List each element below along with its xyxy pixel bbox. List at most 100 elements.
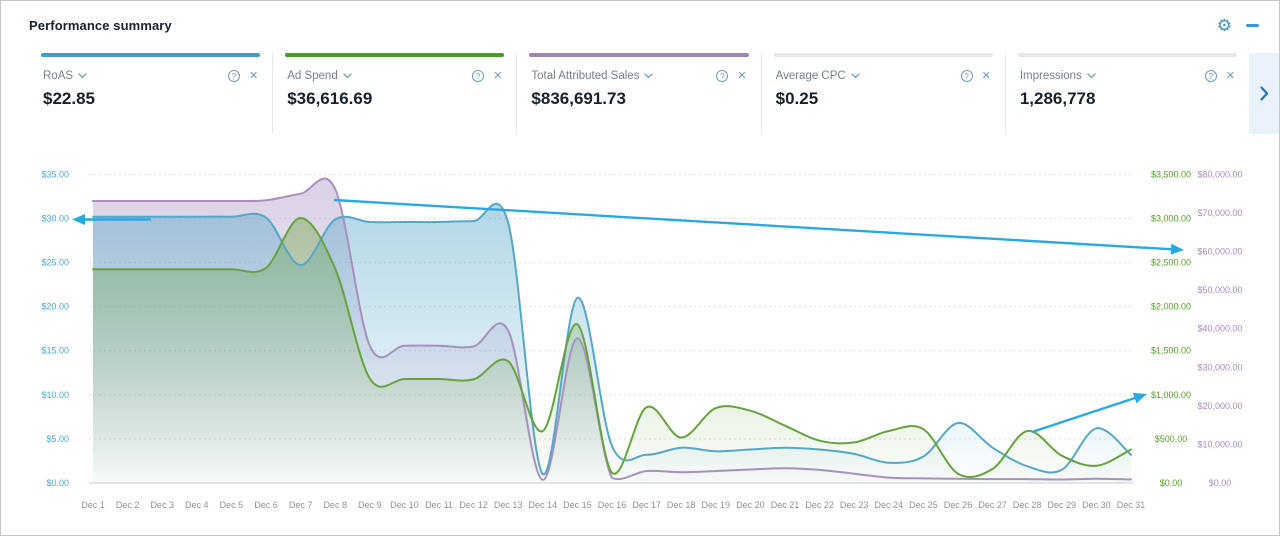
metric-accent-bar xyxy=(285,53,505,57)
svg-text:$30,000.00: $30,000.00 xyxy=(1197,362,1242,372)
x-axis-labels: Dec 1 Dec 2 Dec 3 Dec 4 Dec 5 Dec 6 Dec 7 Dec 8… xyxy=(81,500,1145,510)
svg-text:$1,000.00: $1,000.00 xyxy=(1151,390,1191,400)
svg-text:$10.00: $10.00 xyxy=(41,390,69,400)
svg-text:Dec 6: Dec 6 xyxy=(254,500,278,510)
cards-next-button[interactable] xyxy=(1249,53,1279,134)
svg-text:Dec 27: Dec 27 xyxy=(978,500,1007,510)
help-icon[interactable]: ? xyxy=(472,70,485,82)
performance-chart: $35.00 $30.00 $25.00 $20.00 $15.00 $10.00 $5.0… xyxy=(41,169,1242,510)
svg-text:Dec 8: Dec 8 xyxy=(323,500,347,510)
annotation-arrow-2 xyxy=(1031,392,1147,434)
remove-metric-icon[interactable]: ✕ xyxy=(248,69,259,82)
left-axis-labels: $35.00 $30.00 $25.00 $20.00 $15.00 $10.00 $5.0… xyxy=(41,169,69,488)
chevron-right-icon xyxy=(1259,86,1268,101)
metric-cards-row: RoAS? ✕ $22.85 Ad Spend? ✕ $36,616.69 Total At… xyxy=(29,53,1279,134)
svg-text:$0.00: $0.00 xyxy=(1160,478,1183,488)
svg-text:Dec 12: Dec 12 xyxy=(459,500,488,510)
svg-text:$25.00: $25.00 xyxy=(41,258,69,268)
svg-text:$20.00: $20.00 xyxy=(41,302,69,312)
collapse-panel-icon[interactable] xyxy=(1246,24,1259,27)
svg-text:$20,000.00: $20,000.00 xyxy=(1197,401,1242,411)
svg-text:Dec 28: Dec 28 xyxy=(1013,500,1042,510)
ad-spend-area xyxy=(93,217,1131,483)
chevron-down-icon xyxy=(851,73,860,79)
metric-card-impressions: Impressions? ✕ 1,286,778 xyxy=(1004,53,1250,134)
chevron-down-icon xyxy=(644,73,654,79)
metric-card-ad-spend: Ad Spend? ✕ $36,616.69 xyxy=(272,53,517,134)
metric-accent-bar xyxy=(773,53,993,57)
svg-text:Dec 30: Dec 30 xyxy=(1082,500,1111,510)
svg-text:$50,000.00: $50,000.00 xyxy=(1197,285,1242,295)
svg-text:Dec 15: Dec 15 xyxy=(563,500,592,510)
ad-spend-line xyxy=(92,216,1132,478)
svg-text:Dec 17: Dec 17 xyxy=(632,500,661,510)
svg-text:$40,000.00: $40,000.00 xyxy=(1197,324,1242,334)
total-attributed-sales-line xyxy=(92,177,1132,481)
right-inner-axis-labels: $3,500.00 $3,000.00 $2,500.00 $2,000.00 $1,5… xyxy=(1151,169,1191,488)
svg-text:$70,000.00: $70,000.00 xyxy=(1197,208,1242,218)
svg-text:Dec 26: Dec 26 xyxy=(944,500,973,510)
metric-value-ad-spend: $36,616.69 xyxy=(287,89,373,108)
svg-text:Dec 9: Dec 9 xyxy=(358,500,382,510)
remove-metric-icon[interactable]: ✕ xyxy=(493,69,503,82)
metric-card-average-cpc: Average CPC? ✕ $0.25 xyxy=(760,53,1005,134)
svg-text:Dec 21: Dec 21 xyxy=(771,500,800,510)
metric-dropdown-ad-spend[interactable]: Ad Spend xyxy=(287,70,352,82)
svg-text:$1,500.00: $1,500.00 xyxy=(1151,346,1191,356)
svg-text:$2,000.00: $2,000.00 xyxy=(1151,302,1191,312)
panel-title: Performance summary xyxy=(29,18,172,33)
roas-line xyxy=(92,202,1132,476)
remove-metric-icon[interactable]: ✕ xyxy=(981,69,991,82)
metric-accent-bar xyxy=(1017,53,1238,57)
svg-text:Dec 23: Dec 23 xyxy=(840,500,869,510)
remove-metric-icon[interactable]: ✕ xyxy=(737,69,747,82)
svg-text:Dec 1: Dec 1 xyxy=(81,500,105,510)
svg-text:$0.00: $0.00 xyxy=(1209,478,1232,488)
svg-text:Dec 19: Dec 19 xyxy=(702,500,731,510)
svg-text:$3,500.00: $3,500.00 xyxy=(1151,169,1191,179)
svg-text:Dec 22: Dec 22 xyxy=(805,500,834,510)
metric-accent-bar xyxy=(529,53,749,57)
svg-text:$80,000.00: $80,000.00 xyxy=(1197,169,1242,179)
panel-actions: ⚙ xyxy=(1217,17,1263,34)
svg-text:Dec 29: Dec 29 xyxy=(1048,500,1077,510)
metric-dropdown-total-attributed-sales[interactable]: Total Attributed Sales xyxy=(531,70,654,82)
svg-text:$60,000.00: $60,000.00 xyxy=(1197,247,1242,257)
settings-gear-icon[interactable]: ⚙ xyxy=(1216,16,1232,35)
svg-text:$3,000.00: $3,000.00 xyxy=(1151,213,1191,223)
help-icon[interactable]: ? xyxy=(1204,70,1217,82)
metric-value-total-attributed-sales: $836,691.73 xyxy=(531,89,626,108)
svg-text:$500.00: $500.00 xyxy=(1155,434,1188,444)
svg-text:Dec 16: Dec 16 xyxy=(598,500,627,510)
help-icon[interactable]: ? xyxy=(716,70,729,82)
metric-dropdown-roas[interactable]: RoAS xyxy=(43,70,87,82)
svg-text:$35.00: $35.00 xyxy=(41,169,69,179)
help-icon[interactable]: ? xyxy=(960,70,973,82)
svg-text:Dec 3: Dec 3 xyxy=(150,500,174,510)
chevron-down-icon xyxy=(343,73,352,79)
svg-text:$5.00: $5.00 xyxy=(46,434,69,444)
metric-card-roas: RoAS? ✕ $22.85 xyxy=(29,53,273,134)
metric-accent-bar xyxy=(41,53,261,57)
svg-text:Dec 5: Dec 5 xyxy=(220,500,244,510)
annotation-arrow-1 xyxy=(333,198,1184,255)
svg-text:Dec 20: Dec 20 xyxy=(736,500,765,510)
svg-text:$10,000.00: $10,000.00 xyxy=(1197,439,1242,449)
metric-dropdown-average-cpc[interactable]: Average CPC xyxy=(776,70,860,82)
help-icon[interactable]: ? xyxy=(227,70,240,82)
svg-text:$15.00: $15.00 xyxy=(41,346,69,356)
svg-text:$2,500.00: $2,500.00 xyxy=(1151,258,1191,268)
svg-text:Dec 7: Dec 7 xyxy=(289,500,313,510)
annotation-arrow-0 xyxy=(72,214,151,225)
svg-text:Dec 25: Dec 25 xyxy=(909,500,938,510)
svg-text:Dec 13: Dec 13 xyxy=(494,500,523,510)
svg-text:Dec 24: Dec 24 xyxy=(875,500,904,510)
panel-header: Performance summary ⚙ xyxy=(29,17,1263,34)
metric-dropdown-impressions[interactable]: Impressions xyxy=(1020,70,1096,82)
metric-card-total-attributed-sales: Total Attributed Sales? ✕ $836,691.73 xyxy=(516,53,761,134)
remove-metric-icon[interactable]: ✕ xyxy=(1225,69,1236,82)
chart-plot-area[interactable] xyxy=(89,174,1134,483)
chevron-down-icon xyxy=(78,73,87,79)
svg-text:$0.00: $0.00 xyxy=(46,478,69,488)
